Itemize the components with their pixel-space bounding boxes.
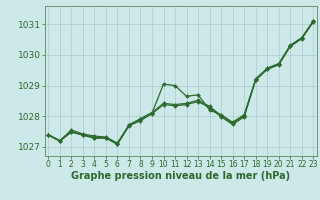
X-axis label: Graphe pression niveau de la mer (hPa): Graphe pression niveau de la mer (hPa)	[71, 171, 290, 181]
